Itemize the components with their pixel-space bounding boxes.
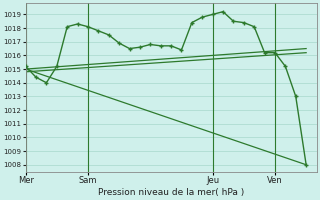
X-axis label: Pression niveau de la mer( hPa ): Pression niveau de la mer( hPa ): [98, 188, 244, 197]
